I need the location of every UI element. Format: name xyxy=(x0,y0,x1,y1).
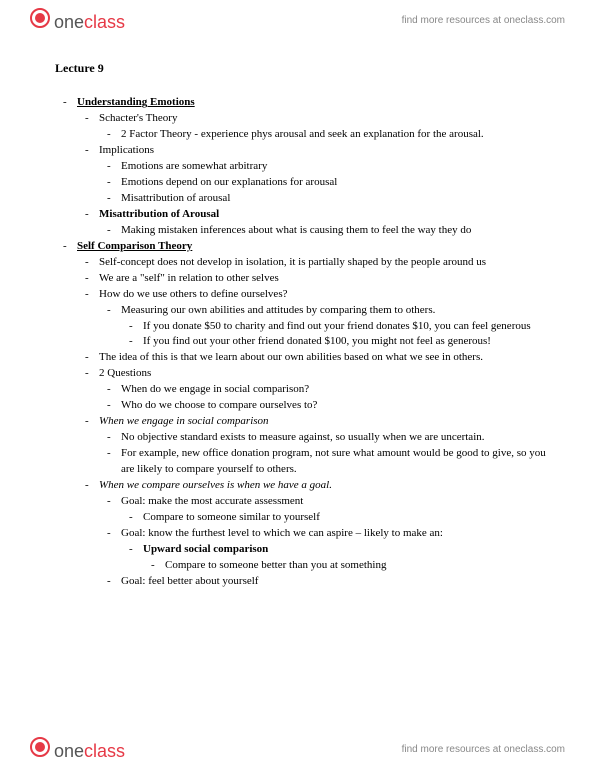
resources-link-top[interactable]: find more resources at oneclass.com xyxy=(402,15,565,26)
logo-text-class: class xyxy=(84,12,125,33)
outline-sublist: Upward social comparison Compare to someo… xyxy=(121,542,555,574)
page-title: Lecture 9 xyxy=(55,60,555,77)
outline-sublist: No objective standard exists to measure … xyxy=(99,430,555,478)
outline-text: When we engage in social comparison xyxy=(99,415,269,427)
outline-text: If you donate $50 to charity and find ou… xyxy=(143,320,531,332)
outline-text: Self-concept does not develop in isolati… xyxy=(99,256,486,268)
logo-icon xyxy=(30,8,50,28)
outline-item: If you find out your other friend donate… xyxy=(121,334,555,350)
outline-text: Emotions are somewhat arbitrary xyxy=(121,160,267,172)
outline-item: How do we use others to define ourselves… xyxy=(77,287,555,351)
logo-icon xyxy=(30,737,50,757)
outline-text: Who do we choose to compare ourselves to… xyxy=(121,399,317,411)
document-content: Lecture 9 Understanding Emotions Schacter… xyxy=(55,60,555,589)
outline-sublist: Measuring our own abilities and attitude… xyxy=(99,303,555,351)
outline-item: The idea of this is that we learn about … xyxy=(77,350,555,366)
outline-sublist: 2 Factor Theory - experience phys arousa… xyxy=(99,127,555,143)
outline-text: Goal: know the furthest level to which w… xyxy=(121,527,443,539)
outline-text: The idea of this is that we learn about … xyxy=(99,351,483,363)
outline-text: Implications xyxy=(99,144,154,156)
outline-item: Schacter's Theory 2 Factor Theory - exper… xyxy=(77,111,555,143)
outline-sublist: Compare to someone similar to yourself xyxy=(121,510,555,526)
outline-text: Self Comparison Theory xyxy=(77,240,192,252)
outline-sublist: Self-concept does not develop in isolati… xyxy=(77,255,555,590)
outline-item: 2 Factor Theory - experience phys arousa… xyxy=(99,127,555,143)
outline-item: Misattribution of Arousal Making mistaken… xyxy=(77,207,555,239)
footer-bar: one class find more resources at oneclas… xyxy=(0,729,595,770)
outline-item: If you donate $50 to charity and find ou… xyxy=(121,319,555,335)
header-bar: one class find more resources at oneclas… xyxy=(0,0,595,41)
outline-text: Misattribution of arousal xyxy=(121,192,230,204)
outline-text: Making mistaken inferences about what is… xyxy=(121,224,471,236)
outline-text: For example, new office donation program… xyxy=(121,447,546,475)
outline-text: Goal: make the most accurate assessment xyxy=(121,495,303,507)
outline-item: For example, new office donation program… xyxy=(99,446,555,478)
outline-text: Upward social comparison xyxy=(143,543,268,555)
brand-logo: one class xyxy=(30,8,125,33)
outline-text: Measuring our own abilities and attitude… xyxy=(121,304,435,316)
outline-text: Goal: feel better about yourself xyxy=(121,575,258,587)
outline-text: We are a "self" in relation to other sel… xyxy=(99,272,279,284)
outline-item: Understanding Emotions Schacter's Theory 2… xyxy=(55,95,555,238)
outline-sublist: If you donate $50 to charity and find ou… xyxy=(121,319,555,351)
outline-text: No objective standard exists to measure … xyxy=(121,431,485,443)
outline-sublist: Schacter's Theory 2 Factor Theory - exper… xyxy=(77,111,555,239)
outline-item: 2 Questions When do we engage in social c… xyxy=(77,366,555,414)
outline-item: Compare to someone similar to yourself xyxy=(121,510,555,526)
outline-item: When we compare ourselves is when we hav… xyxy=(77,478,555,590)
outline-text: Understanding Emotions xyxy=(77,96,195,108)
outline-sublist: Emotions are somewhat arbitrary Emotions … xyxy=(99,159,555,207)
outline-item: When we engage in social comparison No ob… xyxy=(77,414,555,478)
outline-text: Emotions depend on our explanations for … xyxy=(121,176,337,188)
logo-text-one: one xyxy=(54,741,84,762)
outline-item: Self-concept does not develop in isolati… xyxy=(77,255,555,271)
outline-item: Emotions depend on our explanations for … xyxy=(99,175,555,191)
outline-text: When we compare ourselves is when we hav… xyxy=(99,479,332,491)
outline-sublist: Compare to someone better than you at so… xyxy=(143,558,555,574)
outline-item: Who do we choose to compare ourselves to… xyxy=(99,398,555,414)
outline-sublist: Making mistaken inferences about what is… xyxy=(99,223,555,239)
outline-item: When do we engage in social comparison? xyxy=(99,382,555,398)
outline-item: Upward social comparison Compare to someo… xyxy=(121,542,555,574)
outline-item: Making mistaken inferences about what is… xyxy=(99,223,555,239)
outline-item: Misattribution of arousal xyxy=(99,191,555,207)
outline-text: Compare to someone better than you at so… xyxy=(165,559,386,571)
logo-text-one: one xyxy=(54,12,84,33)
outline-text: Schacter's Theory xyxy=(99,112,177,124)
outline-text: If you find out your other friend donate… xyxy=(143,335,491,347)
outline-sublist: When do we engage in social comparison? W… xyxy=(99,382,555,414)
outline-item: Goal: make the most accurate assessment C… xyxy=(99,494,555,526)
brand-logo-footer: one class xyxy=(30,737,125,762)
outline-item: We are a "self" in relation to other sel… xyxy=(77,271,555,287)
logo-text-class: class xyxy=(84,741,125,762)
outline-sublist: Goal: make the most accurate assessment C… xyxy=(99,494,555,590)
resources-link-bottom[interactable]: find more resources at oneclass.com xyxy=(402,744,565,755)
outline-item: Measuring our own abilities and attitude… xyxy=(99,303,555,351)
outline-text: 2 Questions xyxy=(99,367,151,379)
outline-item: Goal: feel better about yourself xyxy=(99,574,555,590)
outline-text: 2 Factor Theory - experience phys arousa… xyxy=(121,128,484,140)
outline-text: When do we engage in social comparison? xyxy=(121,383,309,395)
outline-item: Compare to someone better than you at so… xyxy=(143,558,555,574)
outline-item: Implications Emotions are somewhat arbitr… xyxy=(77,143,555,207)
outline-item: No objective standard exists to measure … xyxy=(99,430,555,446)
outline-text: Misattribution of Arousal xyxy=(99,208,219,220)
outline-item: Self Comparison Theory Self-concept does … xyxy=(55,239,555,590)
outline-item: Emotions are somewhat arbitrary xyxy=(99,159,555,175)
outline-text: How do we use others to define ourselves… xyxy=(99,288,287,300)
outline-text: Compare to someone similar to yourself xyxy=(143,511,320,523)
outline-item: Goal: know the furthest level to which w… xyxy=(99,526,555,574)
outline-list: Understanding Emotions Schacter's Theory 2… xyxy=(55,95,555,589)
